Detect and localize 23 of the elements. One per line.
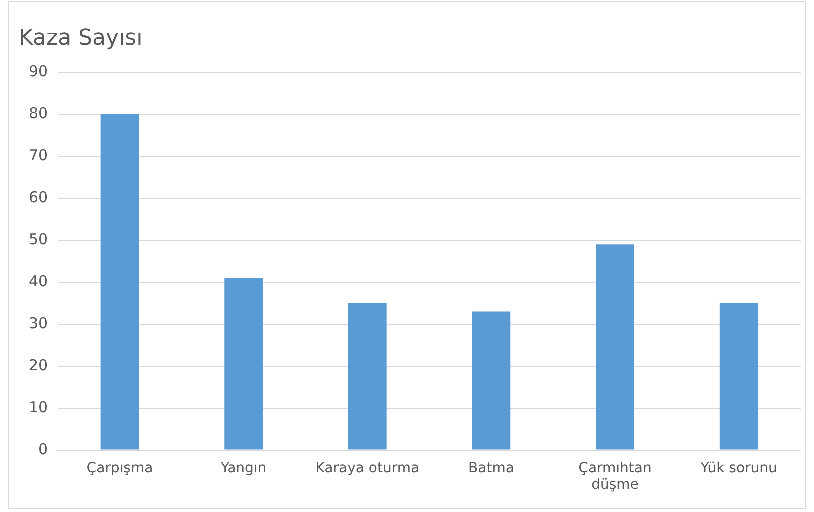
chart-title: Kaza Sayısı	[19, 26, 143, 51]
y-tick-label: 70	[28, 146, 48, 164]
bar	[720, 303, 758, 450]
x-tick-label: Yangın	[220, 460, 267, 476]
y-tick-label: 50	[28, 230, 48, 248]
bar	[348, 303, 387, 450]
y-tick-label: 20	[28, 356, 48, 374]
y-tick-label: 0	[38, 440, 48, 458]
x-tick-label: Çarmıhtan düşme	[578, 460, 652, 494]
y-tick-label: 40	[28, 272, 48, 290]
x-tick-label: Karaya oturma	[316, 460, 420, 476]
y-tick-label: 80	[28, 104, 48, 122]
bar	[596, 244, 634, 450]
y-tick-label: 90	[28, 62, 48, 80]
y-tick-label: 10	[28, 398, 48, 416]
x-tick-label: Yük sorunu	[700, 460, 778, 476]
y-tick-label: 30	[28, 314, 48, 332]
x-tick-label: Batma	[468, 460, 514, 476]
x-tick-label: Çarpışma	[86, 460, 154, 476]
bar	[472, 312, 511, 450]
y-tick-label: 60	[28, 188, 48, 206]
bar	[100, 114, 140, 450]
bar	[224, 278, 264, 450]
